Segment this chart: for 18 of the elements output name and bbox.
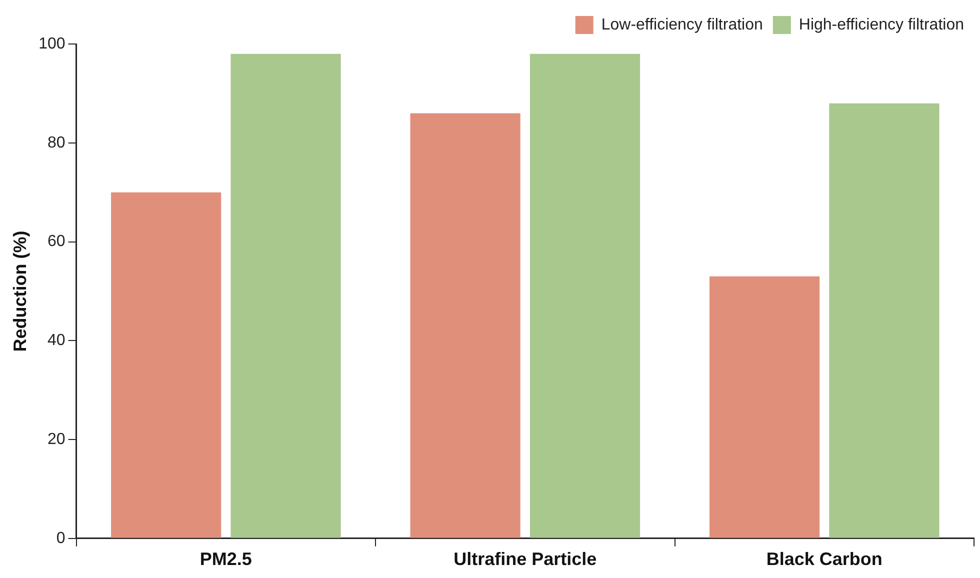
- bar: [530, 54, 640, 538]
- bar: [829, 103, 940, 538]
- bar: [709, 276, 820, 538]
- y-axis-title: Reduction (%): [10, 230, 30, 352]
- x-tick-label: Ultrafine Particle: [454, 549, 597, 570]
- y-tick-label: 20: [48, 430, 66, 448]
- y-tick-label: 60: [48, 233, 66, 250]
- y-tick-label: 80: [48, 134, 66, 152]
- bar: [410, 113, 520, 538]
- x-tick-label: Black Carbon: [766, 549, 882, 570]
- y-tick-label: 40: [48, 332, 66, 350]
- bar: [230, 54, 341, 538]
- bar: [111, 192, 222, 538]
- x-tick-label: PM2.5: [200, 549, 252, 570]
- legend-label: Low-efficiency filtration: [601, 16, 763, 34]
- y-tick-label: 100: [38, 35, 66, 52]
- y-tick-label: 0: [56, 530, 66, 547]
- legend-label: High-efficiency filtration: [798, 16, 964, 34]
